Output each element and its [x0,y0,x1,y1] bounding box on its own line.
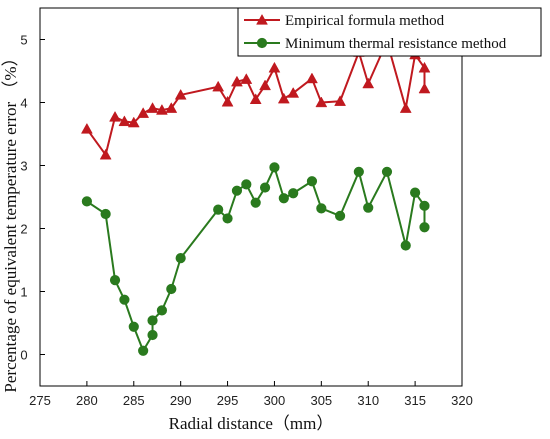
data-point [315,96,328,108]
data-point [269,162,280,173]
data-point [381,166,393,177]
series-1 [80,35,431,160]
data-point [128,321,139,332]
data-point [147,315,158,326]
legend-label: Empirical formula method [285,13,445,29]
x-tick-label: 280 [76,393,98,408]
x-tick-label: 310 [357,393,379,408]
data-point [231,185,243,196]
y-axis-title: Percentage of equivalent temperature err… [1,49,20,392]
data-point [137,107,150,118]
data-point [334,210,346,221]
data-point [81,196,92,207]
legend: Empirical formula method Minimum thermal … [237,7,542,57]
series-layer [80,35,431,356]
data-point [118,115,131,127]
data-point [334,95,347,106]
data-point [418,82,431,94]
data-point [259,182,271,193]
data-point [212,80,225,92]
data-point [146,102,159,113]
x-tick-label: 290 [170,393,192,408]
data-point [288,188,299,199]
data-point [166,283,177,295]
data-point [419,200,430,211]
data-point [353,166,364,177]
y-tick-label: 4 [20,96,27,111]
data-point [119,294,130,305]
data-point [287,87,300,98]
x-tick-label: 285 [123,393,145,408]
data-point [278,193,289,204]
data-point [306,176,318,187]
data-point [259,79,271,91]
series-line [86,166,426,352]
data-point [240,73,253,84]
data-point [418,61,431,73]
y-tick-label: 2 [20,222,27,237]
x-tick-label: 275 [29,393,51,408]
data-point [174,88,187,100]
data-point [362,77,375,89]
data-point [419,222,430,233]
data-point [109,110,121,122]
data-point [213,204,224,215]
y-tick-label: 3 [20,159,27,174]
y-tick-label: 5 [20,33,27,48]
data-point [80,122,93,134]
data-point [241,179,252,190]
data-point [100,208,111,220]
data-point [138,345,149,356]
data-point [250,197,261,208]
x-tick-label: 300 [264,393,286,408]
data-point [363,202,374,213]
y-axis: 0 1 2 3 4 5 [20,33,45,363]
series-2 [81,162,430,356]
plot-frame [39,7,463,387]
legend-label: Minimum thermal resistance method [285,36,507,52]
data-point [99,148,112,160]
legend-box [237,7,542,57]
data-point [231,75,243,87]
data-point [175,253,186,264]
data-point [156,305,168,316]
y-tick-label: 1 [20,285,27,300]
legend-marker [256,13,268,25]
data-point [410,187,421,198]
data-point [277,92,290,104]
data-point [222,213,233,224]
x-tick-label: 295 [217,393,239,408]
data-point [316,203,327,214]
x-axis-title: Radial distance（mm） [169,414,334,433]
data-point [165,102,178,113]
data-point [249,93,262,104]
data-point [268,61,281,73]
data-point [155,104,168,115]
data-point [109,275,121,286]
data-point [399,102,412,113]
legend-marker [256,37,268,49]
x-tick-label: 305 [310,393,332,408]
data-point [400,240,411,251]
y-tick-label: 0 [20,348,27,363]
data-point [306,72,318,84]
x-tick-label: 320 [451,393,473,408]
x-axis: 275 280 285 290 295 300 305 310 315 320 [29,381,473,408]
data-point [147,329,158,341]
data-point [127,116,140,128]
data-point [221,95,234,107]
x-tick-label: 315 [404,393,426,408]
